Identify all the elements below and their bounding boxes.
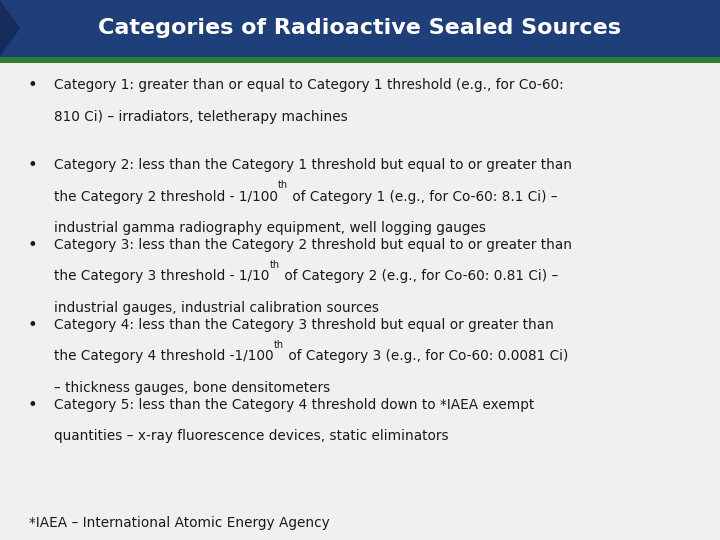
- Text: quantities – x-ray fluorescence devices, static eliminators: quantities – x-ray fluorescence devices,…: [54, 429, 449, 443]
- Text: Category 5: less than the Category 4 threshold down to *IAEA exempt: Category 5: less than the Category 4 thr…: [54, 398, 534, 412]
- Text: •: •: [27, 318, 37, 333]
- Bar: [0, 57, 720, 63]
- Text: the Category 3 threshold - 1/10: the Category 3 threshold - 1/10: [54, 269, 269, 284]
- Text: th: th: [269, 260, 279, 270]
- Text: Category 3: less than the Category 2 threshold but equal to or greater than: Category 3: less than the Category 2 thr…: [54, 238, 572, 252]
- Text: industrial gamma radiography equipment, well logging gauges: industrial gamma radiography equipment, …: [54, 221, 486, 235]
- Text: the Category 4 threshold -1/100: the Category 4 threshold -1/100: [54, 349, 274, 363]
- Text: 810 Ci) – irradiators, teletherapy machines: 810 Ci) – irradiators, teletherapy machi…: [54, 110, 348, 124]
- Text: Categories of Radioactive Sealed Sources: Categories of Radioactive Sealed Sources: [99, 18, 621, 38]
- Text: the Category 2 threshold - 1/100: the Category 2 threshold - 1/100: [54, 190, 278, 204]
- Text: Category 2: less than the Category 1 threshold but equal to or greater than: Category 2: less than the Category 1 thr…: [54, 158, 572, 172]
- Polygon shape: [0, 0, 20, 57]
- Text: Category 4: less than the Category 3 threshold but equal or greater than: Category 4: less than the Category 3 thr…: [54, 318, 554, 332]
- Text: of Category 1 (e.g., for Co-60: 8.1 Ci) –: of Category 1 (e.g., for Co-60: 8.1 Ci) …: [288, 190, 558, 204]
- Text: of Category 3 (e.g., for Co-60: 0.0081 Ci): of Category 3 (e.g., for Co-60: 0.0081 C…: [284, 349, 568, 363]
- Text: th: th: [278, 180, 288, 190]
- Text: Category 1: greater than or equal to Category 1 threshold (e.g., for Co-60:: Category 1: greater than or equal to Cat…: [54, 78, 564, 92]
- Text: th: th: [274, 340, 284, 350]
- Text: – thickness gauges, bone densitometers: – thickness gauges, bone densitometers: [54, 381, 330, 395]
- Text: •: •: [27, 238, 37, 253]
- Text: •: •: [27, 158, 37, 173]
- Bar: [0, 0, 720, 57]
- Text: *IAEA – International Atomic Energy Agency: *IAEA – International Atomic Energy Agen…: [29, 516, 330, 530]
- Text: of Category 2 (e.g., for Co-60: 0.81 Ci) –: of Category 2 (e.g., for Co-60: 0.81 Ci)…: [279, 269, 558, 284]
- Text: •: •: [27, 78, 37, 93]
- Text: •: •: [27, 398, 37, 413]
- Text: industrial gauges, industrial calibration sources: industrial gauges, industrial calibratio…: [54, 301, 379, 315]
